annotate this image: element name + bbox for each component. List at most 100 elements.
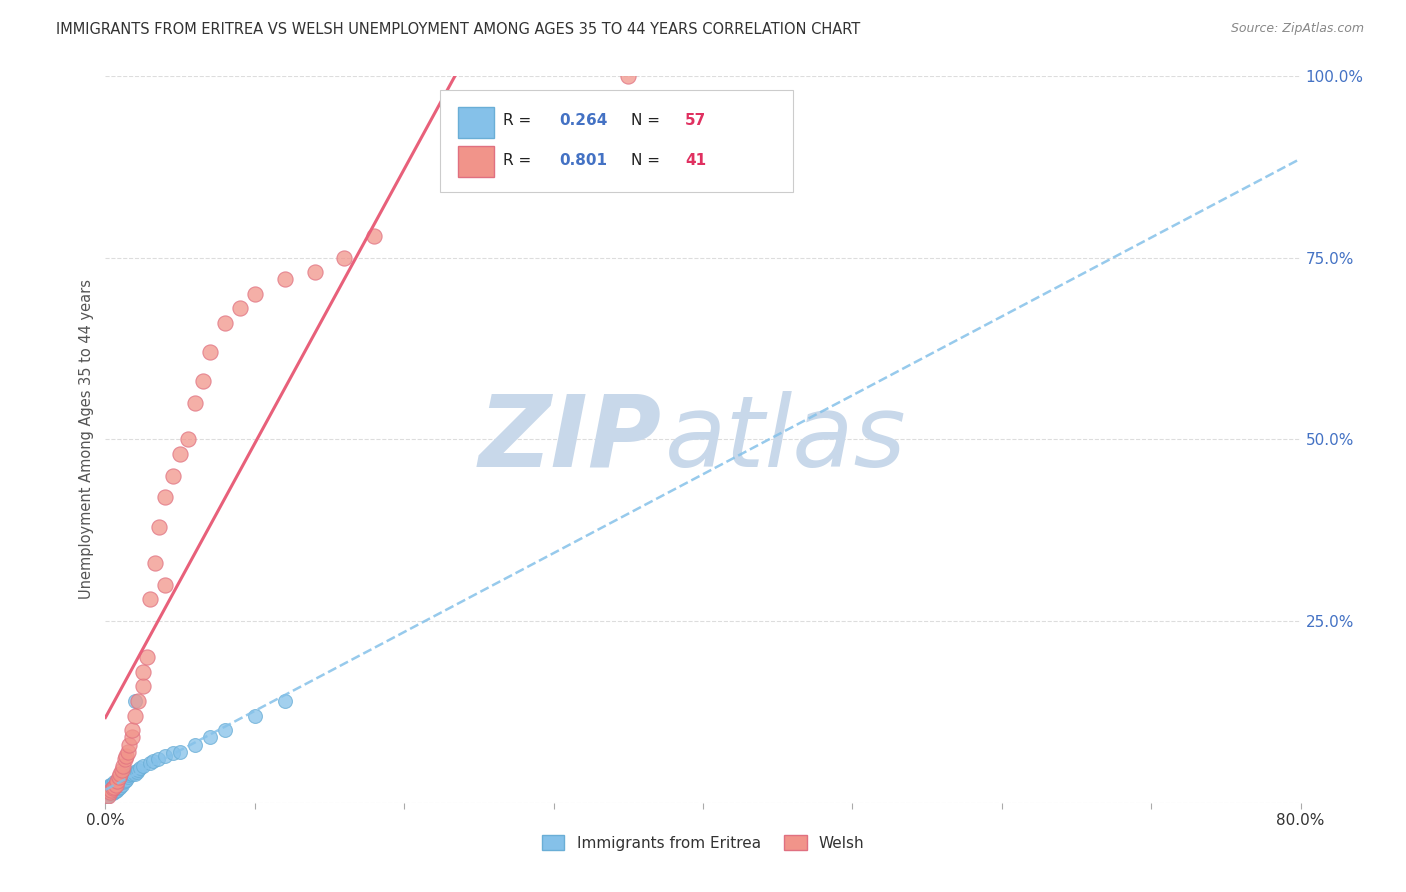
Point [117,770,139,784]
Point [229,301,252,316]
Point [115,772,138,787]
Point [103,781,125,796]
Point [111,763,134,777]
Text: Source: ZipAtlas.com: Source: ZipAtlas.com [1230,22,1364,36]
Point [101,781,124,796]
Legend: Immigrants from Eritrea, Welsh: Immigrants from Eritrea, Welsh [536,830,870,857]
Point [97,789,120,803]
Text: 57: 57 [685,113,706,128]
Point [273,272,295,286]
Point [100,778,122,792]
Point [114,752,136,766]
Point [96,785,118,799]
Text: atlas: atlas [665,391,907,488]
Point [108,770,131,784]
Point [169,447,191,461]
Text: 0.801: 0.801 [560,153,607,169]
Point [112,759,135,773]
Point [110,766,132,780]
Point [101,780,124,795]
Point [184,738,207,752]
Point [104,778,127,792]
Text: R =: R = [503,113,537,128]
Text: N =: N = [631,153,665,169]
Point [103,775,125,789]
Point [101,786,124,800]
Point [108,775,131,789]
Point [97,781,120,796]
Point [243,287,266,301]
Point [127,694,149,708]
Text: R =: R = [503,153,537,169]
FancyBboxPatch shape [458,107,494,137]
Text: N =: N = [631,113,665,128]
Point [176,432,198,446]
Point [104,784,127,798]
Point [363,228,385,243]
Point [333,251,356,265]
Point [97,789,120,803]
Point [103,780,125,794]
Point [148,519,170,533]
Point [243,708,266,723]
Point [97,782,120,797]
Point [214,723,236,737]
Text: 41: 41 [685,153,706,169]
Point [117,745,139,759]
Point [162,747,184,761]
Point [132,759,155,773]
Point [273,694,295,708]
Point [122,765,145,780]
Point [103,785,125,799]
Point [107,782,129,797]
Point [120,766,142,780]
Point [304,265,326,279]
Point [96,781,118,796]
Point [98,787,121,801]
Point [143,556,166,570]
Point [110,774,132,789]
Point [198,731,221,745]
Point [107,774,129,789]
Point [139,592,162,607]
Point [121,723,143,737]
Point [98,778,121,792]
Point [184,396,207,410]
Point [155,491,177,505]
Point [132,665,155,679]
Point [124,694,146,708]
Point [198,345,221,359]
Point [107,778,129,792]
Point [121,766,143,780]
Point [146,752,169,766]
Text: ZIP: ZIP [478,391,661,488]
Point [118,768,141,782]
Point [214,316,236,330]
Point [100,782,122,797]
Point [124,708,146,723]
FancyBboxPatch shape [458,146,494,177]
Point [96,789,118,803]
Point [98,785,121,799]
Text: 0.264: 0.264 [560,113,607,128]
Point [101,783,124,797]
Point [118,738,141,752]
Point [191,374,214,388]
Point [169,745,191,759]
Point [98,782,121,797]
Point [97,785,120,799]
Point [139,756,162,770]
Point [136,650,159,665]
Point [617,69,640,83]
Point [111,772,134,787]
Point [155,748,177,763]
Point [128,761,150,775]
Point [125,765,148,780]
Point [124,766,146,780]
Point [104,780,127,794]
Point [142,754,165,768]
Point [98,780,121,794]
Text: IMMIGRANTS FROM ERITREA VS WELSH UNEMPLOYMENT AMONG AGES 35 TO 44 YEARS CORRELAT: IMMIGRANTS FROM ERITREA VS WELSH UNEMPLO… [56,22,860,37]
Point [127,763,149,777]
Point [101,777,124,791]
